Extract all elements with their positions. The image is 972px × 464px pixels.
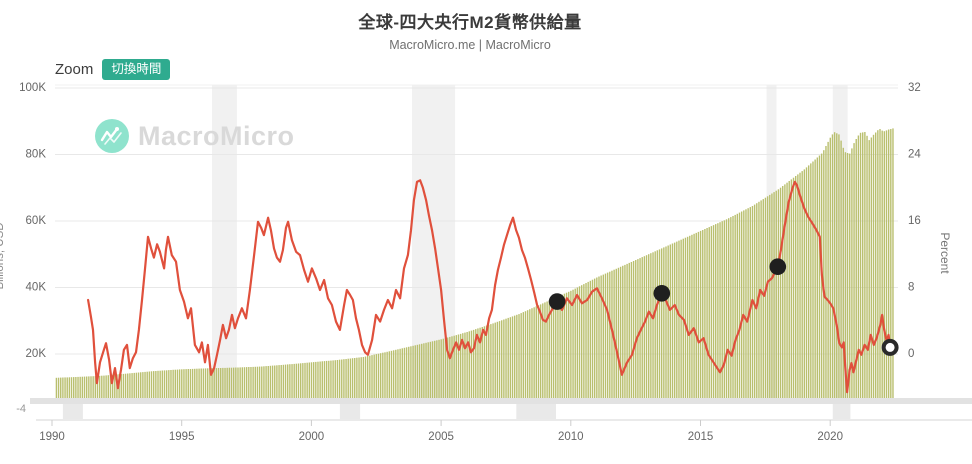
switch-time-button[interactable]: 切換時間 — [102, 59, 171, 80]
right-axis-tick-label: 8 — [908, 282, 914, 294]
x-axis-tick-label: 2015 — [688, 431, 714, 443]
x-axis-tick-label: 1995 — [169, 431, 195, 443]
event-dot — [653, 285, 671, 302]
x-axis-tick-label: 2010 — [558, 431, 584, 443]
left-axis-tick-label: 100K — [19, 82, 46, 94]
event-dot — [548, 293, 566, 310]
right-axis-tick-label: 32 — [908, 82, 921, 94]
navigator-recession-block — [832, 404, 851, 419]
right-axis-tick-label: 16 — [908, 215, 921, 227]
x-axis-tick-label: 2020 — [817, 431, 843, 443]
x-axis-tick-label: 2000 — [299, 431, 325, 443]
event-dots — [548, 258, 787, 310]
x-axis-tick-label: 2005 — [428, 431, 454, 443]
navigator-strip[interactable] — [30, 398, 972, 419]
navigator-recession-block — [339, 404, 361, 419]
left-axis-tick-label: 60K — [26, 215, 47, 227]
left-axis-tick-label: 40K — [26, 282, 47, 294]
navigator-recession-block — [62, 404, 83, 419]
gridlines — [55, 84, 898, 355]
right-axis-tick-label: 0 — [908, 348, 914, 360]
right-axis-title: Percent — [938, 232, 952, 274]
zoom-toolbar: Zoom 切換時間 — [55, 59, 171, 80]
left-axis-tick-label: 20K — [26, 348, 47, 360]
latest-value-marker — [881, 338, 899, 356]
x-axis-tick-label: 1990 — [39, 431, 65, 443]
chart-title: 全球-四大央行M2貨幣供給量 — [358, 13, 582, 32]
left-axis-title: Billions, USD — [0, 222, 6, 289]
x-axis: 1990 1995 2000 2005 2010 2015 2020 — [36, 419, 972, 443]
y-axis-left: 100K 80K 60K 40K 20K -4 Billions, USD — [0, 82, 46, 415]
left-axis-tick-label: 80K — [26, 149, 47, 161]
chart-subtitle: MacroMicro.me | MacroMicro — [389, 38, 551, 52]
navigator-recession-block — [516, 404, 556, 419]
event-dot — [769, 258, 787, 276]
y-axis-right: 32 24 16 8 0 Percent — [908, 82, 952, 360]
left-axis-bottom-label: -4 — [16, 403, 26, 415]
chart-header: 全球-四大央行M2貨幣供給量 MacroMicro.me | MacroMicr… — [0, 0, 940, 52]
zoom-label: Zoom — [55, 61, 94, 78]
right-axis-tick-label: 24 — [908, 149, 921, 161]
